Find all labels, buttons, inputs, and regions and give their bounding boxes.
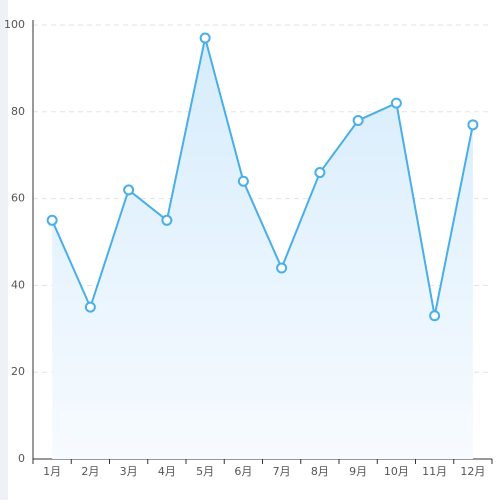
point	[352, 114, 364, 126]
x-tick-label: 12月	[460, 465, 485, 478]
x-tick-label: 8月	[311, 465, 329, 478]
point	[123, 184, 135, 196]
point	[199, 32, 211, 44]
point	[84, 301, 96, 313]
point	[276, 262, 288, 274]
point	[161, 214, 173, 226]
x-tick-label: 2月	[81, 465, 99, 478]
y-tick-label: 100	[4, 18, 25, 31]
point	[467, 119, 479, 131]
side-strip	[0, 0, 8, 500]
x-tick-label: 6月	[234, 465, 252, 478]
point	[390, 97, 402, 109]
area	[52, 38, 473, 460]
y-tick-label: 40	[11, 278, 25, 291]
point	[237, 175, 249, 187]
y-tick-label: 0	[18, 452, 25, 465]
point	[429, 310, 441, 322]
y-tick-label: 60	[11, 192, 25, 205]
x-tick-label: 11月	[422, 465, 447, 478]
x-tick-label: 10月	[384, 465, 409, 478]
y-tick-label: 80	[11, 105, 25, 118]
y-tick-label: 20	[11, 365, 25, 378]
x-tick-label: 7月	[273, 465, 291, 478]
x-tick-label: 4月	[158, 465, 176, 478]
point	[46, 214, 58, 226]
x-tick-label: 9月	[349, 465, 367, 478]
x-tick-label: 1月	[43, 465, 61, 478]
point	[314, 167, 326, 179]
x-tick-label: 3月	[120, 465, 138, 478]
line	[51, 37, 474, 316]
x-tick-label: 5月	[196, 465, 214, 478]
